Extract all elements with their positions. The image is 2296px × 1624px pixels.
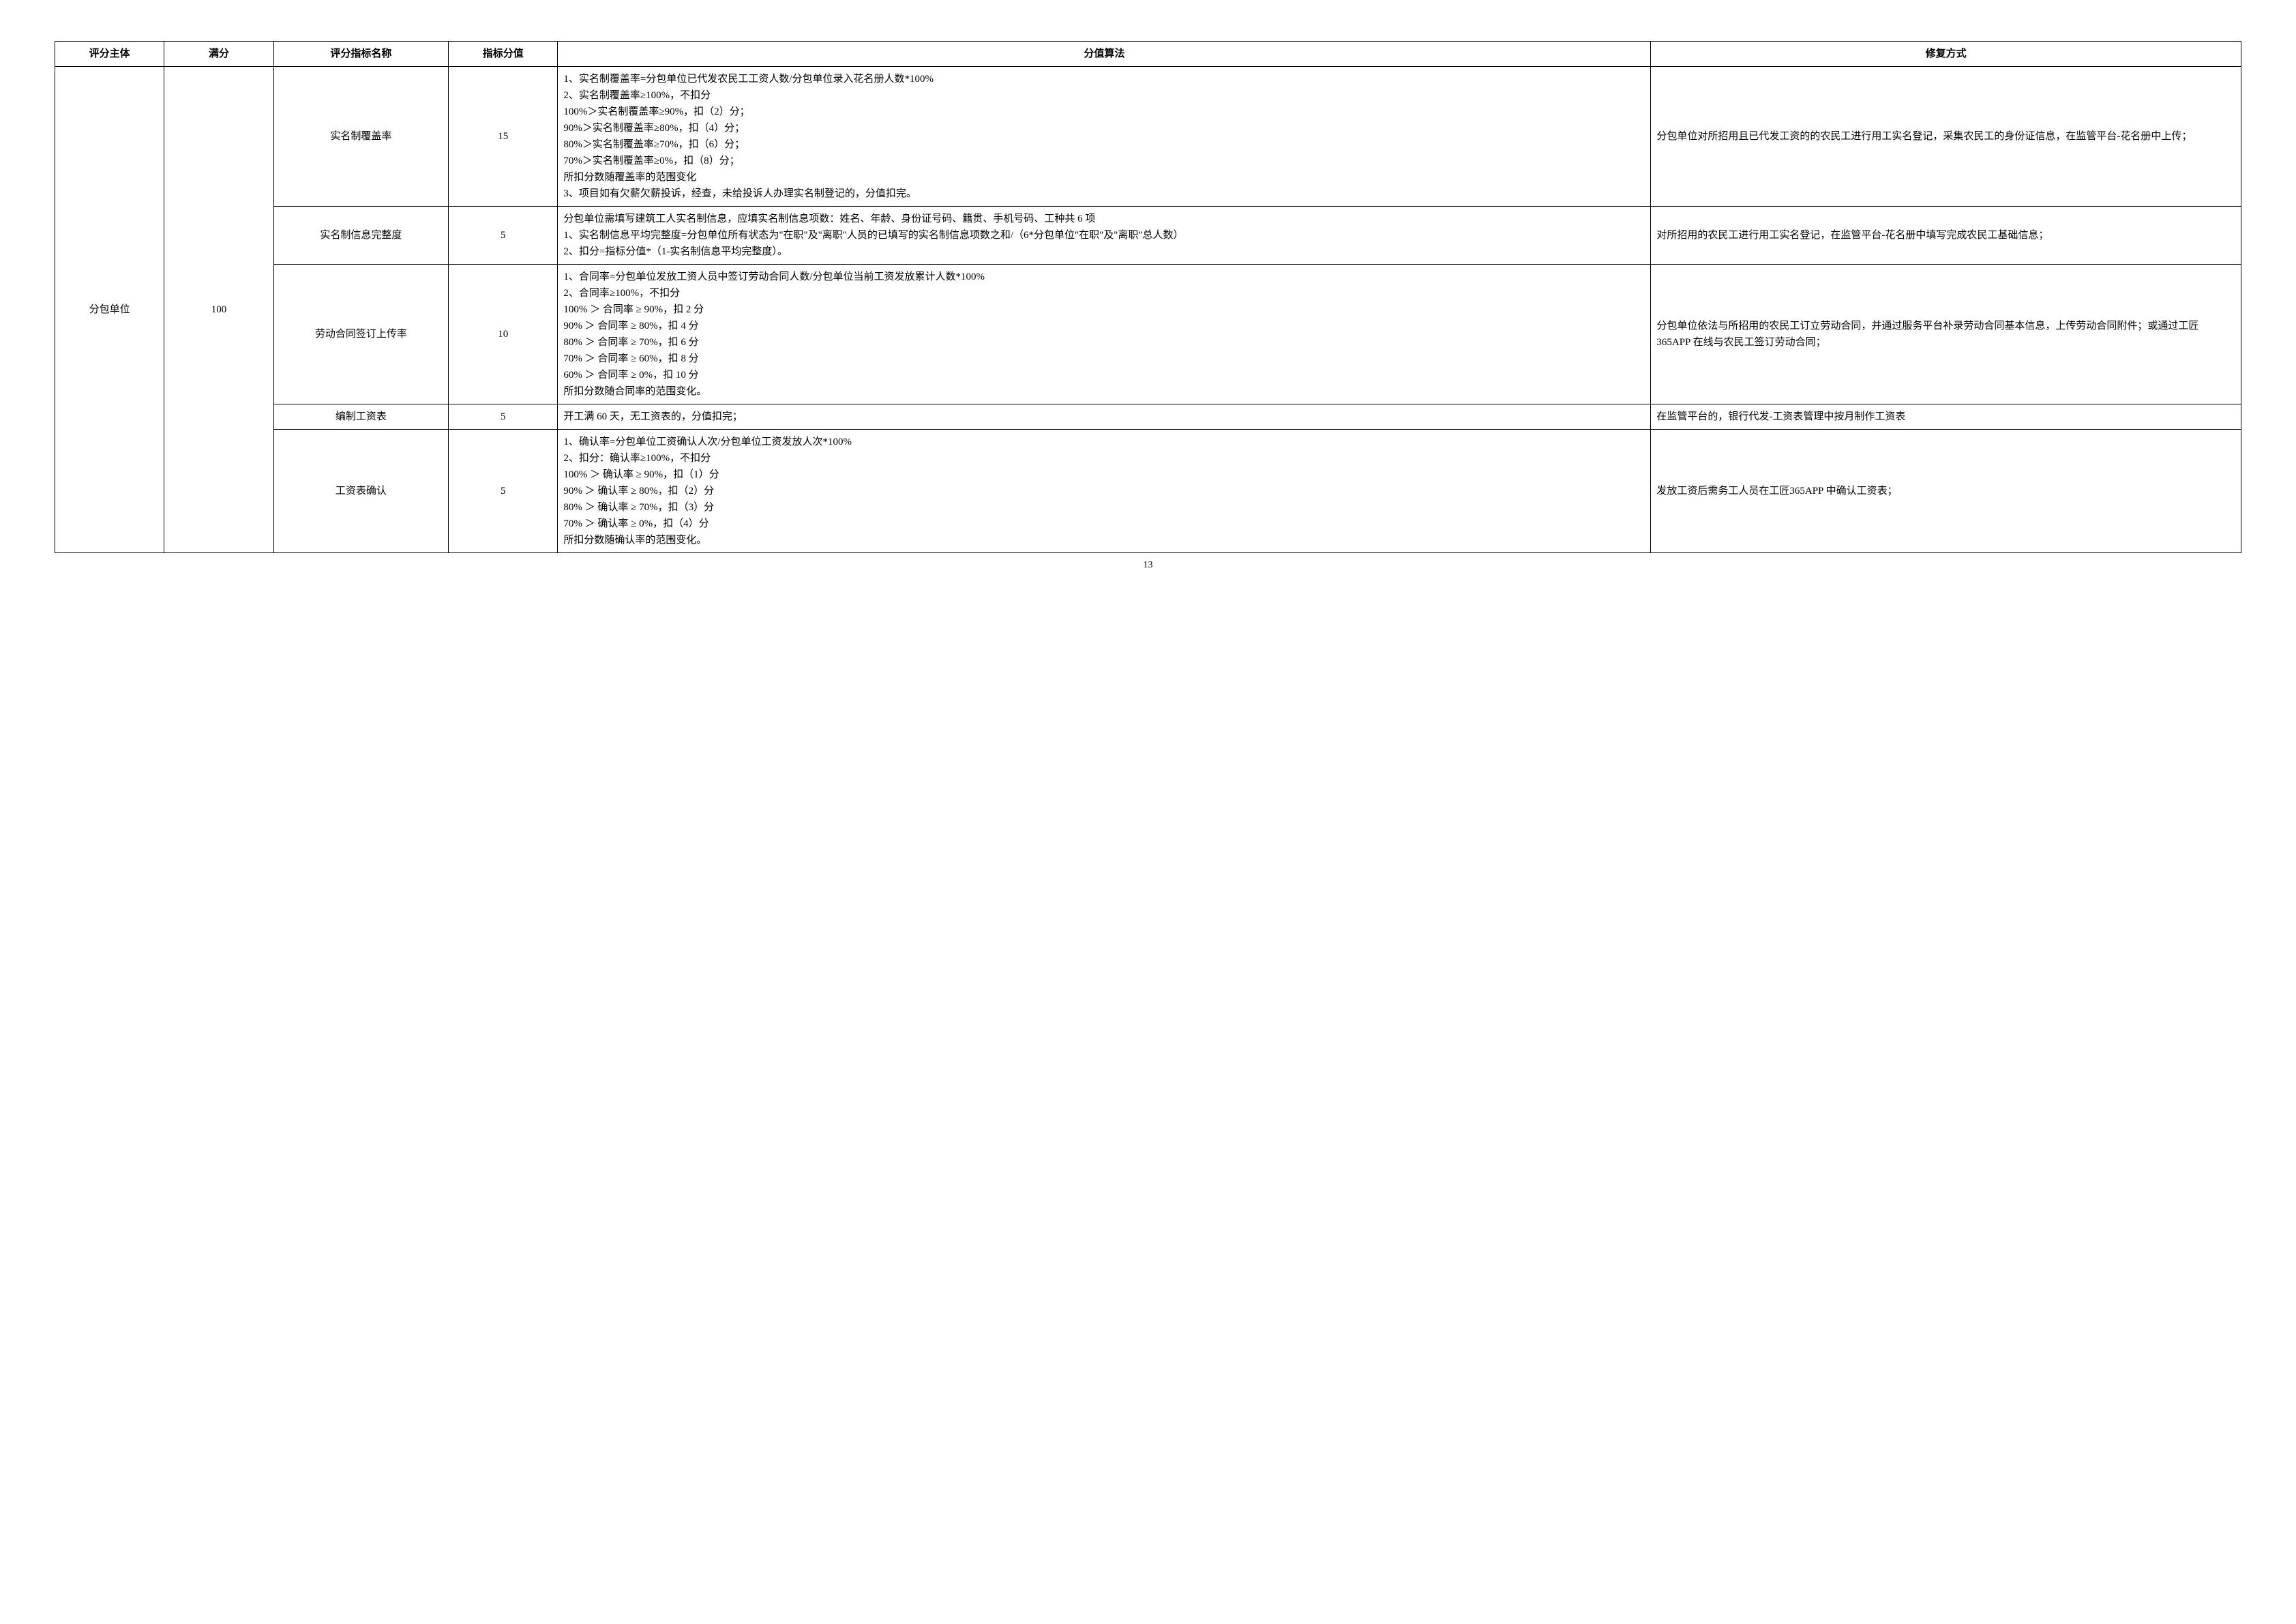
remedy-cell: 对所招用的农民工进行用工实名登记，在监管平台-花名册中填写完成农民工基础信息； <box>1651 207 2241 265</box>
table-row: 编制工资表 5 开工满 60 天，无工资表的，分值扣完； 在监管平台的，银行代发… <box>55 404 2241 430</box>
indicator-score-cell: 5 <box>449 404 558 430</box>
header-indicator-score: 指标分值 <box>449 42 558 67</box>
header-algorithm: 分值算法 <box>558 42 1651 67</box>
header-subject: 评分主体 <box>55 42 164 67</box>
header-remedy: 修复方式 <box>1651 42 2241 67</box>
algorithm-cell: 1、实名制覆盖率=分包单位已代发农民工工资人数/分包单位录入花名册人数*100%… <box>558 67 1651 207</box>
algorithm-cell: 1、合同率=分包单位发放工资人员中签订劳动合同人数/分包单位当前工资发放累计人数… <box>558 265 1651 404</box>
header-indicator-name: 评分指标名称 <box>273 42 448 67</box>
algorithm-cell: 分包单位需填写建筑工人实名制信息，应填实名制信息项数：姓名、年龄、身份证号码、籍… <box>558 207 1651 265</box>
indicator-name-cell: 实名制信息完整度 <box>273 207 448 265</box>
table-header-row: 评分主体 满分 评分指标名称 指标分值 分值算法 修复方式 <box>55 42 2241 67</box>
header-fullscore: 满分 <box>164 42 273 67</box>
indicator-name-cell: 劳动合同签订上传率 <box>273 265 448 404</box>
scoring-table: 评分主体 满分 评分指标名称 指标分值 分值算法 修复方式 分包单位 100 实… <box>55 41 2241 553</box>
indicator-name-cell: 编制工资表 <box>273 404 448 430</box>
table-row: 分包单位 100 实名制覆盖率 15 1、实名制覆盖率=分包单位已代发农民工工资… <box>55 67 2241 207</box>
indicator-score-cell: 5 <box>449 430 558 553</box>
page-number: 13 <box>55 560 2241 571</box>
table-row: 工资表确认 5 1、确认率=分包单位工资确认人次/分包单位工资发放人次*100%… <box>55 430 2241 553</box>
indicator-score-cell: 5 <box>449 207 558 265</box>
indicator-score-cell: 15 <box>449 67 558 207</box>
remedy-cell: 分包单位对所招用且已代发工资的的农民工进行用工实名登记，采集农民工的身份证信息，… <box>1651 67 2241 207</box>
subject-cell: 分包单位 <box>55 67 164 553</box>
algorithm-cell: 开工满 60 天，无工资表的，分值扣完； <box>558 404 1651 430</box>
indicator-score-cell: 10 <box>449 265 558 404</box>
indicator-name-cell: 实名制覆盖率 <box>273 67 448 207</box>
table-row: 实名制信息完整度 5 分包单位需填写建筑工人实名制信息，应填实名制信息项数：姓名… <box>55 207 2241 265</box>
fullscore-cell: 100 <box>164 67 273 553</box>
remedy-cell: 发放工资后需务工人员在工匠365APP 中确认工资表； <box>1651 430 2241 553</box>
remedy-cell: 分包单位依法与所招用的农民工订立劳动合同，并通过服务平台补录劳动合同基本信息，上… <box>1651 265 2241 404</box>
indicator-name-cell: 工资表确认 <box>273 430 448 553</box>
table-row: 劳动合同签订上传率 10 1、合同率=分包单位发放工资人员中签订劳动合同人数/分… <box>55 265 2241 404</box>
remedy-cell: 在监管平台的，银行代发-工资表管理中按月制作工资表 <box>1651 404 2241 430</box>
algorithm-cell: 1、确认率=分包单位工资确认人次/分包单位工资发放人次*100%2、扣分：确认率… <box>558 430 1651 553</box>
